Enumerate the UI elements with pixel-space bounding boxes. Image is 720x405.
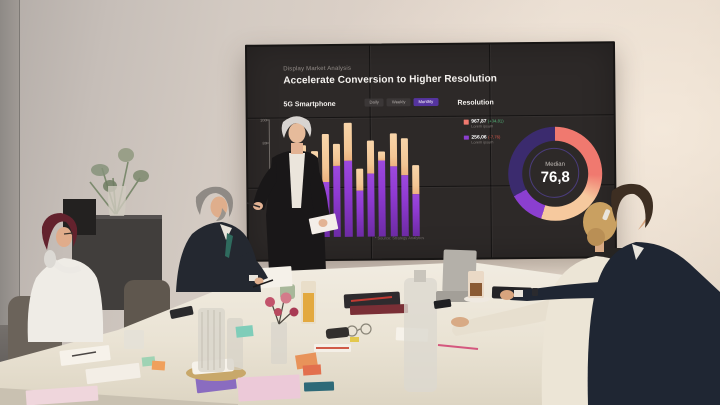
bottle-neck [414,270,426,282]
plant [89,148,149,216]
yellow-item [350,337,359,342]
pink-notepad [25,385,99,405]
water-bottle [404,278,437,392]
pouch [325,327,350,339]
pen [71,351,97,357]
coffee [470,283,482,296]
phone [433,298,452,309]
paper [59,345,111,366]
teal-notebook [303,381,335,392]
attendee-headphones-woman [27,213,104,342]
phone [169,305,194,319]
brown-hair [611,183,653,228]
red-hair [41,213,78,250]
glass-jar [227,318,243,370]
sticky-note-green [141,356,156,367]
hair-clip [602,209,611,221]
pen [252,279,274,288]
glasses [63,232,74,235]
sticky-note-coral [302,364,322,376]
attendee-writing-man [176,186,293,292]
flower-vase [271,322,287,364]
dark-notebook [343,291,401,309]
pink-pen [437,344,479,350]
water-glass [124,330,144,349]
notebook [85,362,141,385]
pink-notepad [237,374,301,402]
attendee-suit-man [500,183,720,405]
presenter [246,116,339,272]
beard [216,208,226,221]
plant-vase [108,186,126,216]
gray-hair [195,186,233,217]
sticky-note-mint [235,325,254,338]
glass-carafe [198,308,225,372]
pen [246,202,261,208]
tie [225,233,233,258]
watch [532,288,538,296]
presenter-hair [281,116,312,138]
red-notebook [349,304,409,315]
red-pen [350,296,393,302]
hair-bun [587,228,605,246]
sticky-note-orange [151,360,166,371]
juice [303,293,314,322]
